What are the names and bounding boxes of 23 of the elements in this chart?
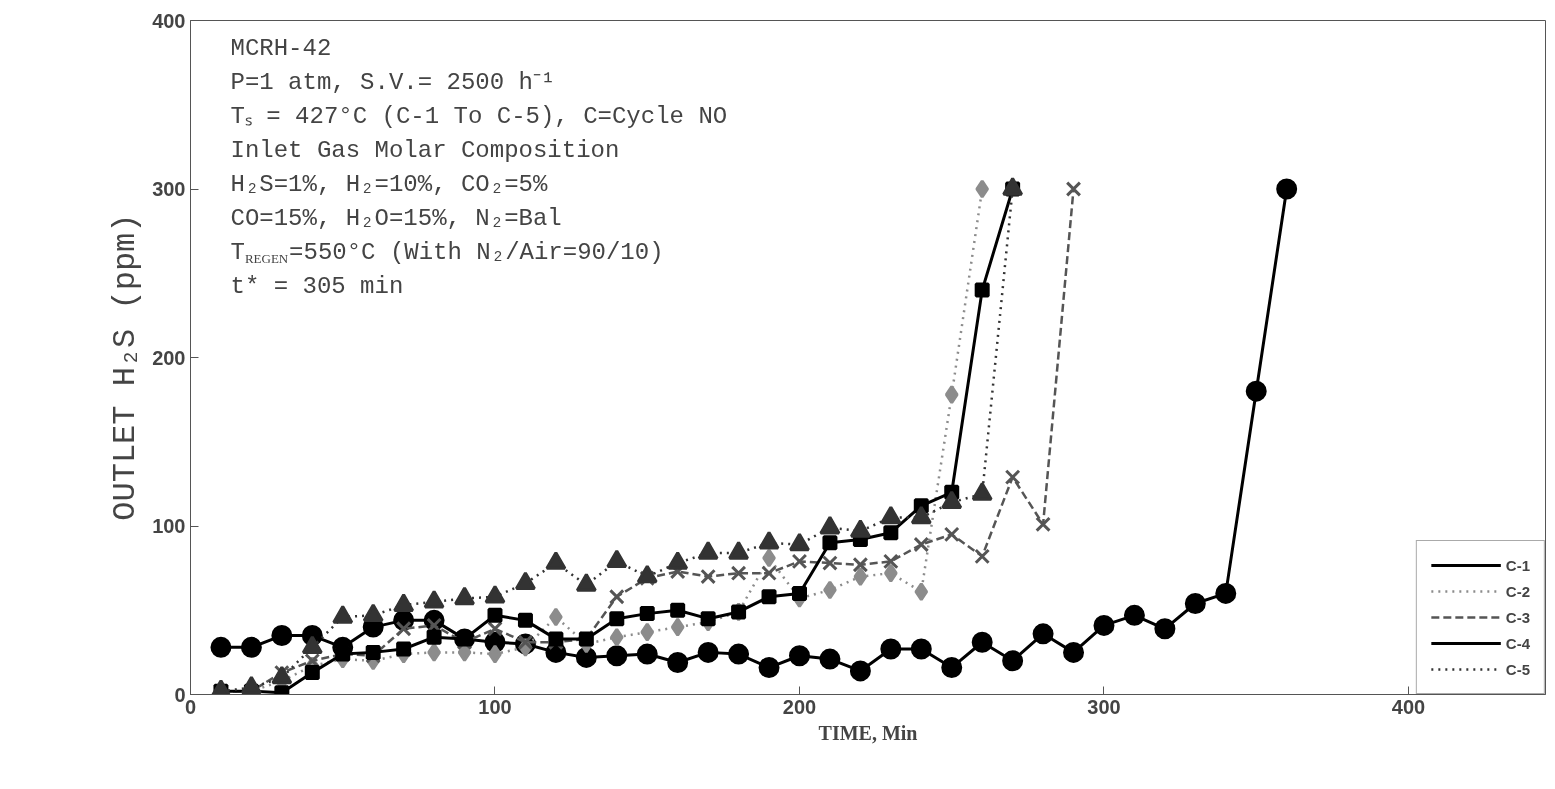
y-axis-title: OUTLET H₂S (ppm) — [107, 213, 145, 521]
x-axis-title: TIME, Min — [818, 721, 918, 744]
annotation: P=1 atm, S.V.= 2500 h⁻¹ — [230, 69, 556, 96]
legend-label: C-3 — [1505, 608, 1530, 626]
x-tick-label: 100 — [478, 695, 512, 718]
annotation: H₂S=1%, H₂=10%, CO₂=5% — [230, 171, 548, 198]
annotation: t* = 305 min — [230, 273, 404, 300]
annotation: TREGEN=550°C (With N₂/Air=90/10) — [230, 239, 664, 266]
x-tick-label: 300 — [1087, 695, 1121, 718]
legend-label: C-2 — [1505, 582, 1530, 600]
annotation: CO=15%, H₂O=15%, N₂=Bal — [230, 205, 562, 232]
x-tick-label: 200 — [782, 695, 817, 718]
legend-label: C-4 — [1505, 634, 1530, 652]
y-tick-label: 100 — [152, 515, 186, 537]
y-tick-label: 400 — [152, 9, 186, 32]
annotation: Tₛ = 427°C (C-1 To C-5), C=Cycle NO — [230, 103, 728, 130]
annotation: Inlet Gas Molar Composition — [230, 137, 620, 164]
x-tick-label: 400 — [1391, 695, 1426, 718]
legend-label: C-5 — [1505, 660, 1530, 678]
y-tick-label: 200 — [152, 346, 186, 369]
legend-label: C-1 — [1505, 556, 1530, 574]
y-tick-label: 300 — [152, 178, 186, 200]
annotation: MCRH-42 — [230, 35, 332, 62]
